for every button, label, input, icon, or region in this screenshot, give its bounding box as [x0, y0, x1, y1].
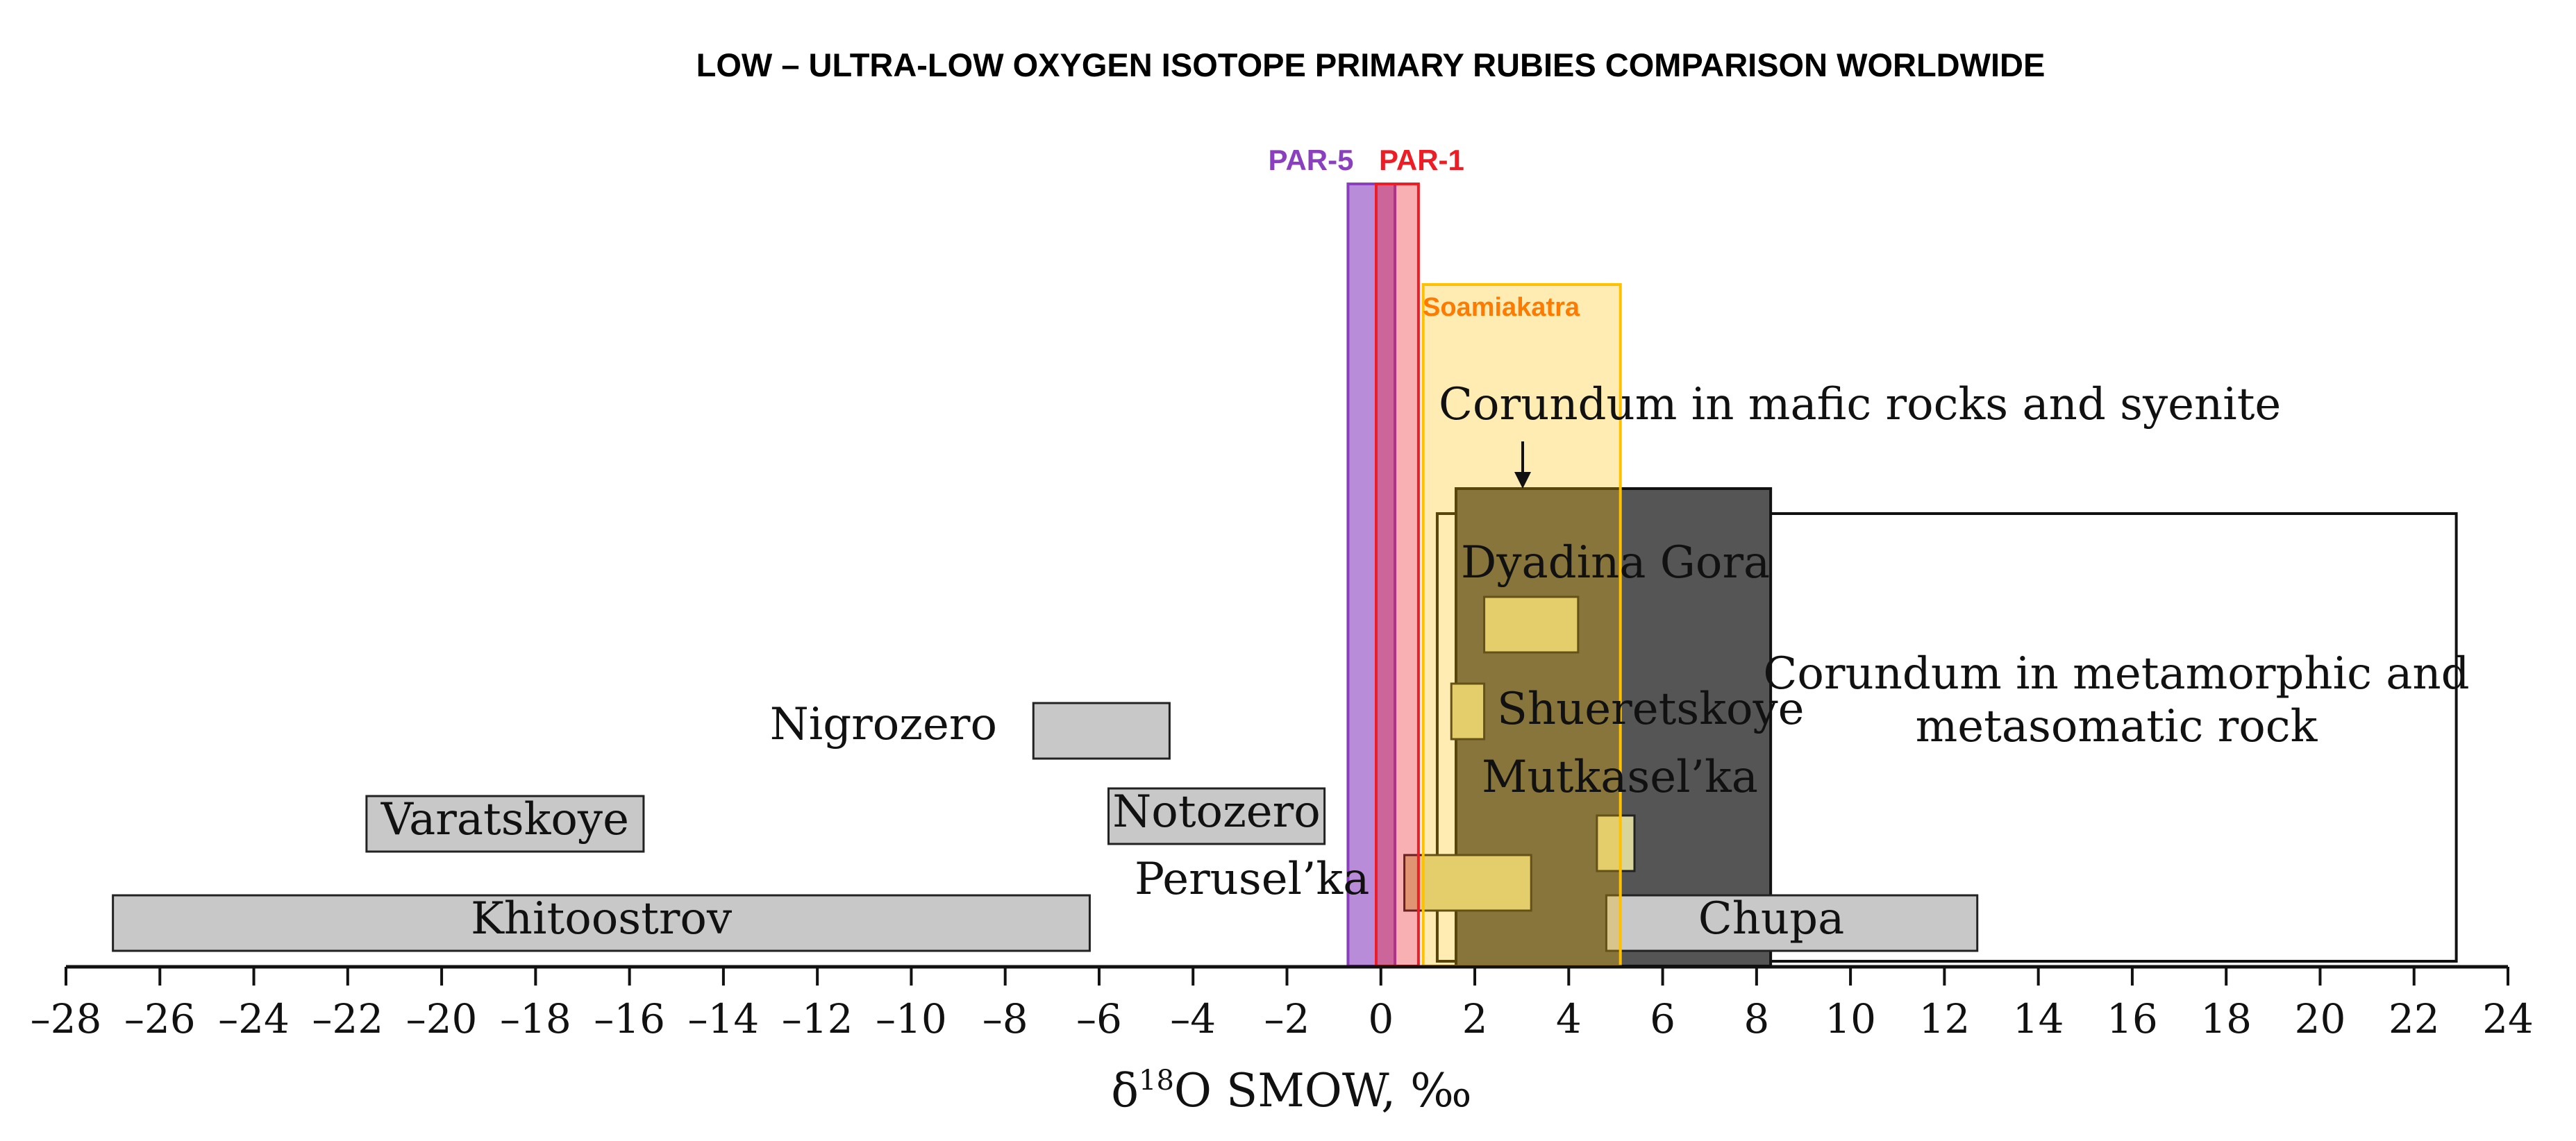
- bar-varatskoye: [365, 795, 645, 853]
- x-tick-label: 24: [2482, 995, 2534, 1042]
- mafic-group-arrow-head: [1514, 472, 1531, 489]
- x-axis: –28 –26 –24 –22 –20 –18 –16 –14 –12 –10 –8 –6 –4 –2 0 2…: [31, 965, 2534, 1117]
- x-tick-label: 8: [1743, 995, 1769, 1042]
- label-perusel-ka: Perusel’ka: [1135, 854, 1369, 905]
- bar-khitoostrov: [112, 894, 1091, 952]
- label-khitoostrov: Khitoostrov: [471, 893, 732, 945]
- label-metamorphic-group-line2: metasomatic rock: [1916, 701, 2318, 752]
- x-tick-label: –4: [1170, 995, 1216, 1042]
- x-tick-label: –26: [124, 995, 196, 1042]
- x-tick-label: –8: [982, 995, 1028, 1042]
- highlight-par-5: [1346, 183, 1397, 967]
- x-tick-label: –10: [876, 995, 947, 1042]
- label-mafic-group: Corundum in mafic rocks and syenite: [1439, 379, 2281, 430]
- x-tick-label: –28: [31, 995, 102, 1042]
- bar-notozero: [1107, 787, 1326, 845]
- label-par-5: PAR-5: [1269, 144, 1354, 176]
- bar-dyadina-gora: [1483, 595, 1580, 654]
- x-tick-label: 2: [1462, 995, 1488, 1042]
- bar-nigrozero: [1032, 702, 1171, 760]
- x-tick-label: 12: [1918, 995, 1970, 1042]
- x-tick-label: –6: [1076, 995, 1122, 1042]
- highlight-soamiakatra: [1421, 283, 1622, 967]
- bar-mutkasel-ka: [1596, 814, 1636, 872]
- x-tick-label: 16: [2107, 995, 2158, 1042]
- label-shueretskoye: Shueretskoye: [1497, 684, 1805, 735]
- x-tick-label: –24: [218, 995, 290, 1042]
- x-axis-title: δ18O SMOW, ‰: [1111, 1064, 1471, 1117]
- x-tick-label: 6: [1650, 995, 1675, 1042]
- x-tick-label: –16: [594, 995, 665, 1042]
- label-nigrozero: Nigrozero: [770, 699, 997, 750]
- x-tick-label: 18: [2200, 995, 2252, 1042]
- label-dyadina-gora: Dyadina Gora: [1461, 537, 1770, 589]
- x-tick-label: –12: [782, 995, 853, 1042]
- x-tick-label: 10: [1825, 995, 1876, 1042]
- x-tick-label: 14: [2013, 995, 2064, 1042]
- label-chupa: Chupa: [1698, 893, 1845, 945]
- x-tick-label: –14: [687, 995, 759, 1042]
- highlight-par-1: [1375, 183, 1420, 967]
- x-tick-label: 0: [1368, 995, 1394, 1042]
- bar-shueretskoye: [1450, 682, 1486, 741]
- label-mutkasel-ka: Mutkasel’ka: [1482, 752, 1758, 803]
- chart-title: LOW – ULTRA-LOW OXYGEN ISOTOPE PRIMARY R…: [696, 47, 2046, 83]
- x-tick-label: –2: [1264, 995, 1310, 1042]
- x-tick-label: –20: [406, 995, 478, 1042]
- x-tick-label: –22: [312, 995, 383, 1042]
- label-notozero: Notozero: [1112, 786, 1321, 838]
- x-tick-label: 22: [2389, 995, 2440, 1042]
- bar-chupa: [1605, 894, 1979, 952]
- label-soamiakatra: Soamiakatra: [1423, 293, 1580, 322]
- bar-perusel-ka: [1403, 854, 1532, 912]
- x-tick-label: –18: [500, 995, 571, 1042]
- label-par-1: PAR-1: [1379, 144, 1464, 176]
- x-tick-label: 4: [1556, 995, 1582, 1042]
- label-varatskoye: Varatskoye: [380, 794, 629, 845]
- x-tick-label: 20: [2295, 995, 2346, 1042]
- label-metamorphic-group: Corundum in metamorphic and: [1763, 648, 2469, 700]
